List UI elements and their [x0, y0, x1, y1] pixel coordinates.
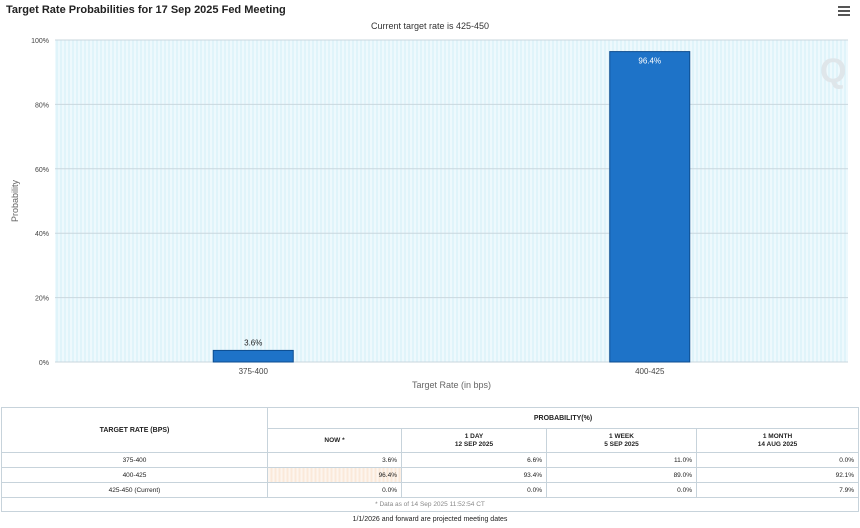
bar-data-label: 96.4% — [638, 57, 661, 66]
target-rate-header: TARGET RATE (BPS) — [1, 407, 268, 453]
table-header-row: TARGET RATE (BPS) PROBABILITY(%) — [1, 406, 860, 453]
value-cell: 11.0% — [546, 452, 697, 468]
chart-subtitle: Current target rate is 425-450 — [370, 21, 490, 31]
now-value-cell: 3.6% — [267, 452, 402, 468]
column-header-1-day: 1 DAY 12 SEP 2025 — [401, 428, 547, 453]
table-row: 425-450 (Current) 0.0% 0.0% 0.0% 7.9% — [1, 482, 860, 498]
table-subheader-row: NOW * 1 DAY 12 SEP 2025 1 WEEK 5 SEP 2025 … — [2, 428, 860, 453]
projected-dates-note: 1/1/2026 and forward are projected meeti… — [352, 516, 508, 523]
x-axis-title: Target Rate (in bps) — [412, 380, 491, 390]
column-header-now: NOW * — [267, 428, 402, 453]
value-cell: 92.1% — [695, 467, 860, 483]
y-axis-title: Probability — [10, 179, 20, 222]
value-cell: 7.9% — [695, 482, 860, 498]
value-cell: 0.0% — [546, 482, 697, 498]
rate-cell: 375-400 — [1, 452, 268, 468]
now-value-cell: 0.0% — [267, 482, 402, 498]
value-cell: 0.0% — [695, 452, 860, 468]
probability-table: TARGET RATE (BPS) PROBABILITY(%) NOW * 1… — [0, 406, 860, 512]
rate-cell: 400-425 — [1, 467, 268, 483]
bar — [609, 51, 691, 363]
probability-table-container: TARGET RATE (BPS) PROBABILITY(%) NOW * 1… — [0, 406, 860, 512]
probability-header: PROBABILITY(%) — [266, 406, 860, 430]
bar — [212, 349, 294, 363]
bar-data-label: 3.6% — [244, 338, 262, 347]
x-tick-label: 375-400 — [239, 367, 269, 376]
y-tick-label: 100% — [31, 38, 49, 45]
plot-background — [55, 40, 848, 362]
hamburger-menu-icon[interactable] — [838, 6, 850, 16]
value-cell: 89.0% — [546, 467, 697, 483]
y-tick-label: 20% — [35, 296, 49, 303]
table-row: 375-400 3.6% 6.6% 11.0% 0.0% — [1, 452, 860, 468]
x-tick-label: 400-425 — [635, 367, 665, 376]
y-tick-label: 80% — [35, 102, 49, 109]
y-tick-label: 0% — [39, 360, 49, 367]
data-timestamp-note: * Data as of 14 Sep 2025 11:52:54 CT — [0, 497, 860, 512]
rate-cell: 425-450 (Current) — [1, 482, 268, 498]
now-value-cell: 96.4% — [267, 467, 402, 483]
table-footnote-row: * Data as of 14 Sep 2025 11:52:54 CT — [0, 497, 860, 512]
y-tick-label: 40% — [35, 231, 49, 238]
watermark-logo: Q — [820, 52, 846, 90]
column-header-1-week: 1 WEEK 5 SEP 2025 — [546, 428, 697, 453]
value-cell: 6.6% — [401, 452, 547, 468]
value-cell: 0.0% — [401, 482, 547, 498]
y-tick-label: 60% — [35, 167, 49, 174]
probability-bar-chart: 0% 20% 40% 60% 80% 100% 3.6% 375-400 96.4% 400-42… — [10, 38, 848, 390]
chart-title: Target Rate Probabilities for 17 Sep 202… — [6, 4, 286, 16]
column-header-1-month: 1 MONTH 14 AUG 2025 — [695, 428, 860, 453]
table-row: 400-425 96.4% 93.4% 89.0% 92.1% — [1, 467, 860, 483]
value-cell: 93.4% — [401, 467, 547, 483]
